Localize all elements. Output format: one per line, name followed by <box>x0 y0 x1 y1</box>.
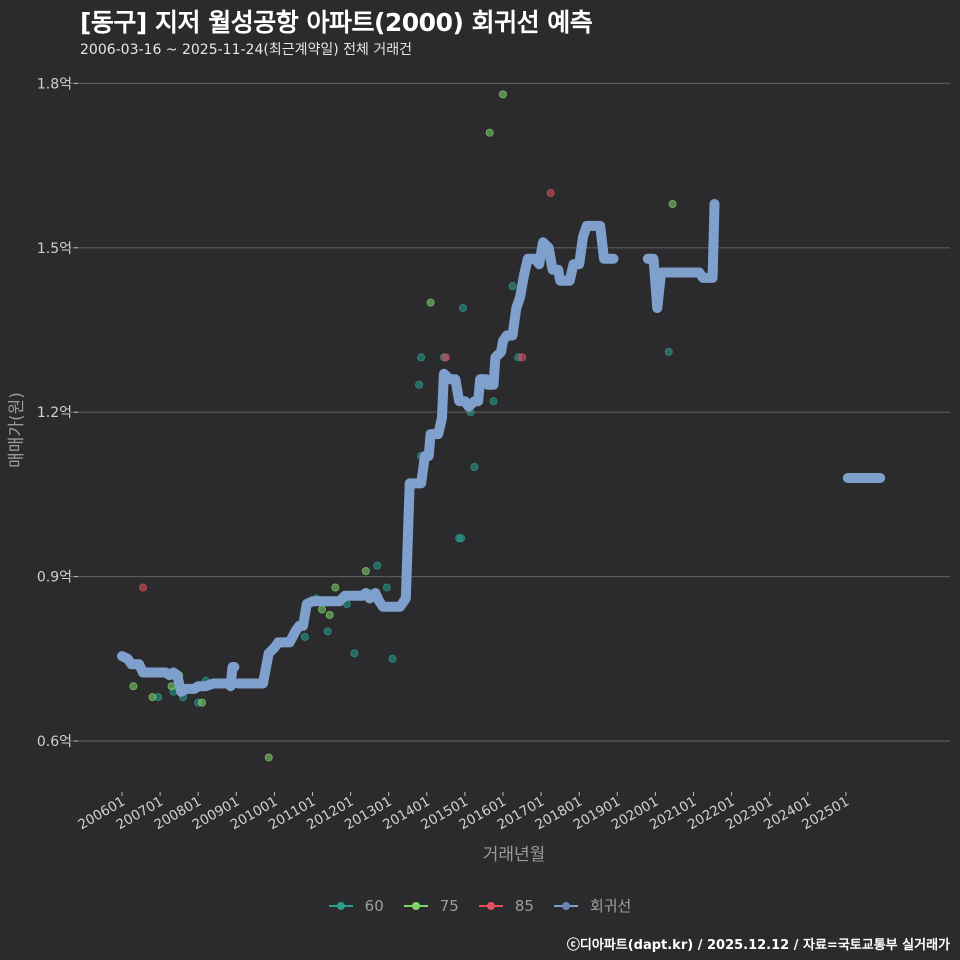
y-tick-label: 1.5억 <box>37 241 72 257</box>
regression-segment <box>117 651 240 697</box>
legend-label: 60 <box>364 896 384 915</box>
legend-item-regression[interactable]: 회귀선 <box>553 895 632 916</box>
legend-key-60-icon <box>328 900 353 912</box>
scatter-point-75 <box>318 605 327 614</box>
scatter-point-85 <box>546 188 555 197</box>
x-axis-title: 거래년월 <box>483 845 546 865</box>
legend-item-60[interactable]: 60 <box>328 896 384 915</box>
scatter-point-75 <box>264 753 273 762</box>
scatter-point-85 <box>441 353 450 362</box>
legend-item-75[interactable]: 75 <box>403 896 459 915</box>
legend-item-85[interactable]: 85 <box>478 896 534 915</box>
scatter-point-60 <box>458 304 467 313</box>
legend-key-85-icon <box>478 900 503 912</box>
legend-key-75-icon <box>403 900 428 912</box>
scatter-point-75 <box>668 199 677 208</box>
regression-segment <box>233 220 619 689</box>
source-credit: ⓒ디아파트(dapt.kr) / 2025.12.12 / 자료=국토교통부 실… <box>566 938 950 953</box>
scatter-point-60 <box>489 397 498 406</box>
scatter-point-75 <box>148 693 157 702</box>
scatter-point-85 <box>138 583 147 592</box>
scatter-point-75 <box>426 298 435 307</box>
scatter-point-60 <box>300 632 309 641</box>
scatter-points <box>129 90 677 762</box>
y-tick-label: 1.2억 <box>37 405 72 421</box>
y-axis-title: 매매가(원) <box>7 392 27 468</box>
scatter-point-60 <box>388 654 397 663</box>
scatter-point-75 <box>129 682 138 691</box>
x-axis-ticks: 2006012007012008012009012010012011012012… <box>75 792 852 833</box>
y-tick-label: 0.6억 <box>37 734 72 750</box>
scatter-point-75 <box>198 698 207 707</box>
regression-line <box>117 199 886 697</box>
scatter-point-75 <box>167 682 176 691</box>
y-axis-ticks: 0.6억 0.9억 1.2억 1.5억 1.8억 <box>37 76 78 750</box>
scatter-point-85 <box>518 353 527 362</box>
scatter-point-60 <box>664 347 673 356</box>
y-tick-label: 1.8억 <box>37 76 72 92</box>
scatter-point-75 <box>331 583 340 592</box>
scatter-point-60 <box>350 649 359 658</box>
y-tick-label: 0.9억 <box>37 570 72 586</box>
legend-label: 75 <box>439 896 459 915</box>
scatter-point-75 <box>498 90 507 99</box>
scatter-point-60 <box>457 534 466 543</box>
chart-title: [동구] 지저 월성공항 아파트(2000) 회귀선 예측 <box>80 8 593 37</box>
scatter-point-60 <box>508 282 517 291</box>
scatter-point-75 <box>485 128 494 137</box>
legend: 60 75 85 회귀선 <box>0 895 960 916</box>
y-gridlines <box>70 82 950 742</box>
regression-segment <box>642 199 720 314</box>
chart-subtitle: 2006-03-16 ~ 2025-11-24(최근계약일) 전체 거래건 <box>80 42 412 58</box>
scatter-point-60 <box>373 561 382 570</box>
scatter-point-60 <box>382 583 391 592</box>
scatter-point-75 <box>325 610 334 619</box>
legend-label: 85 <box>514 896 534 915</box>
scatter-point-60 <box>323 627 332 636</box>
legend-key-regression-icon <box>553 900 578 912</box>
scatter-point-75 <box>361 567 370 576</box>
scatter-point-60 <box>417 353 426 362</box>
scatter-point-60 <box>415 380 424 389</box>
legend-label: 회귀선 <box>589 897 632 915</box>
scatter-point-60 <box>470 462 479 471</box>
